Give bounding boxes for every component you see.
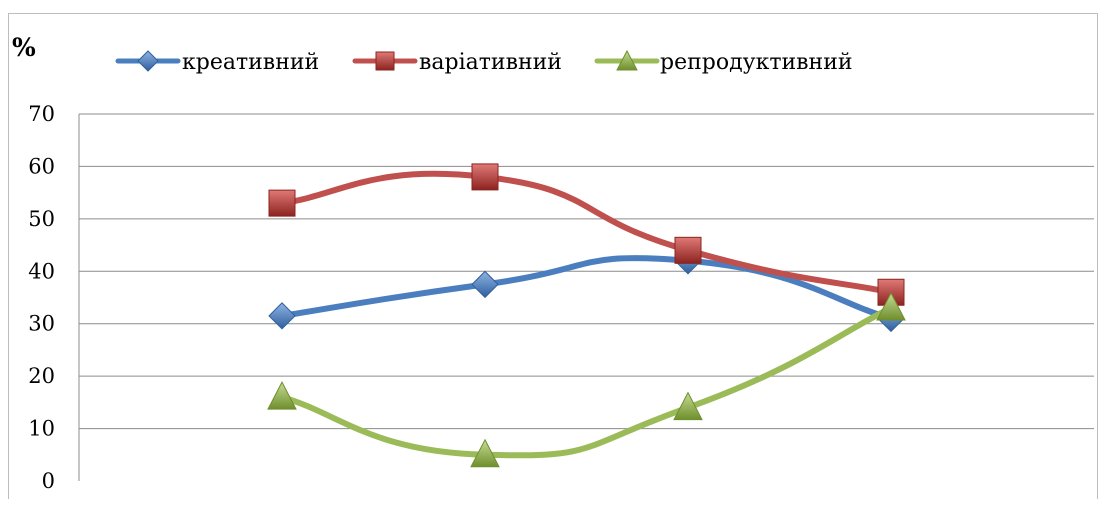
y-axis-unit: % (12, 33, 36, 62)
legend: креативний варіативний репродуктивний (115, 49, 853, 75)
legend-marker-kreatyvnyi (137, 50, 159, 72)
marker-series2-point0 (267, 381, 297, 410)
marker-series1-point0 (268, 189, 296, 217)
series-markers (267, 163, 906, 468)
series-line-1 (279, 170, 894, 296)
gridlines (78, 113, 1094, 481)
y-tick-label-40: 40 (28, 259, 55, 283)
series-lines (279, 170, 894, 459)
legend-marker-variatyvnyi (375, 51, 395, 71)
marker-series0-point1 (471, 270, 499, 299)
legend-marker-reproduktyvnyi (616, 49, 638, 71)
y-tick-label-50: 50 (28, 207, 55, 231)
series-line-0 (279, 255, 894, 322)
legend-item-kreatyvnyi: креативний (115, 50, 319, 75)
marker-series1-point2 (674, 236, 702, 264)
y-tick-label-60: 60 (28, 154, 55, 178)
marker-series2-point2 (673, 391, 703, 421)
y-tick-label-20: 20 (28, 364, 55, 388)
marker-series0-point0 (268, 302, 296, 330)
legend-label-variatyvnyi: варіативний (419, 50, 562, 75)
series-line-2 (279, 304, 894, 459)
marker-series2-point3 (876, 291, 906, 321)
legend-item-reproduktyvnyi: репродуктивний (594, 49, 853, 75)
marker-series1-point1 (471, 163, 499, 191)
marker-series2-point1 (470, 438, 500, 468)
y-axis-ticks: 0 10 20 30 40 50 60 70 (28, 102, 55, 493)
legend-label-kreatyvnyi: креативний (182, 50, 319, 75)
y-tick-label-30: 30 (28, 312, 55, 336)
y-tick-label-10: 10 (28, 417, 55, 441)
chart-frame (8, 13, 1098, 499)
y-tick-label-70: 70 (28, 102, 55, 126)
y-tick-label-0: 0 (42, 469, 55, 493)
legend-label-reproduktyvnyi: репродуктивний (660, 50, 853, 75)
legend-item-variatyvnyi: варіативний (352, 50, 562, 75)
